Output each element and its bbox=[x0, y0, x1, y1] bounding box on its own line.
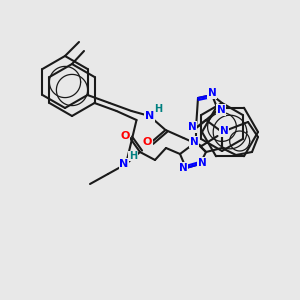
Text: N: N bbox=[198, 158, 206, 168]
Text: O: O bbox=[143, 137, 152, 147]
Text: N: N bbox=[178, 163, 188, 173]
Text: N: N bbox=[220, 126, 228, 136]
Text: N: N bbox=[119, 159, 129, 169]
Text: O: O bbox=[120, 131, 130, 141]
Text: N: N bbox=[217, 105, 225, 115]
Text: N: N bbox=[188, 122, 196, 132]
Text: N: N bbox=[145, 111, 154, 121]
Text: H: H bbox=[154, 104, 163, 114]
Text: N: N bbox=[208, 88, 216, 98]
Text: N: N bbox=[190, 137, 198, 147]
Text: H: H bbox=[129, 151, 137, 161]
